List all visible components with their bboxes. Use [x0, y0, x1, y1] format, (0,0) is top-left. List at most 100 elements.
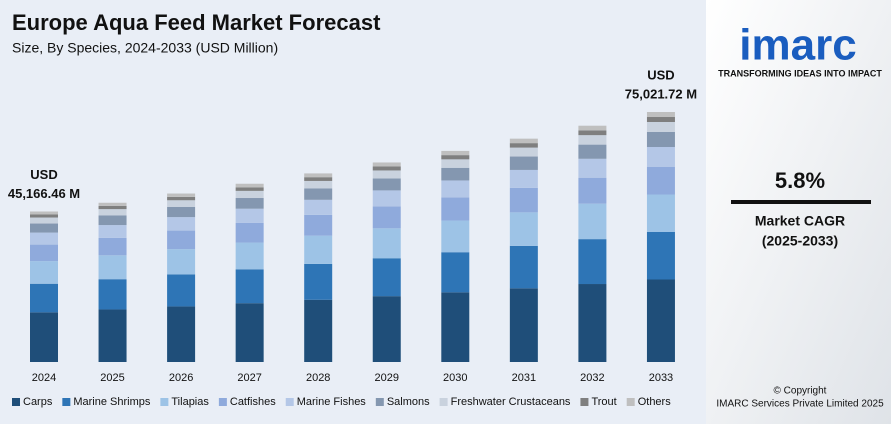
bar-segment	[372, 162, 401, 167]
bar-segment	[235, 183, 264, 188]
x-tick-label: 2032	[580, 372, 604, 384]
x-tick-label: 2026	[169, 372, 193, 384]
legend-swatch	[375, 398, 384, 406]
legend-swatch	[12, 398, 20, 406]
bar-segment	[167, 230, 196, 250]
bar-segment	[30, 217, 58, 224]
bar-segment	[98, 279, 127, 310]
bar-segment	[646, 122, 675, 133]
bar-segment	[646, 167, 675, 195]
bar-segment	[509, 169, 538, 188]
bar-segment	[578, 177, 607, 204]
bar-segment	[167, 217, 196, 231]
bar-segment	[167, 196, 196, 201]
x-tick-label: 2027	[237, 372, 261, 384]
legend-label: Marine Shrimps	[73, 396, 151, 408]
bar-segment	[304, 173, 333, 178]
bar-segment	[304, 177, 333, 181]
bar-segment	[235, 303, 264, 362]
bar-segment	[372, 228, 401, 259]
bar-segment	[509, 288, 538, 362]
cagr-rule	[731, 200, 871, 204]
bar-segment	[167, 306, 196, 362]
legend-label: Trout	[591, 396, 616, 408]
bar-segment	[372, 170, 401, 179]
bar-segment	[30, 283, 58, 313]
bar-segment	[30, 261, 58, 284]
bar-segment	[30, 211, 58, 215]
bar-segment	[167, 249, 196, 275]
legend-swatch	[62, 398, 71, 406]
bar-segment	[235, 190, 264, 199]
copyright: © Copyright	[774, 386, 827, 397]
bar-segment	[646, 117, 675, 123]
bar-segment	[646, 279, 675, 362]
company: IMARC Services Private Limited 2025	[716, 399, 884, 410]
bar-segment	[441, 180, 470, 198]
bar-segment	[372, 190, 401, 207]
bar-segment	[30, 232, 58, 245]
bar-segment	[235, 242, 264, 270]
bar-segment	[441, 150, 470, 156]
bar-segment	[30, 214, 58, 218]
bar-segment	[98, 205, 127, 210]
chart-subtitle: Size, By Species, 2024-2033 (USD Million…	[12, 40, 278, 56]
total-label: 75,021.72 M	[625, 86, 697, 101]
bar-segment	[646, 232, 675, 280]
cagr-period: (2025-2033)	[762, 233, 838, 249]
bar-segment	[304, 188, 333, 200]
x-tick-label: 2024	[32, 372, 56, 384]
bar-segment	[98, 237, 127, 256]
bar-segment	[646, 194, 675, 233]
x-tick-label: 2025	[100, 372, 124, 384]
bar-segment	[304, 180, 333, 189]
bar-segment	[372, 296, 401, 362]
bar-segment	[304, 214, 333, 236]
bar-segment	[98, 309, 127, 362]
legend-label: Catfishes	[230, 396, 276, 408]
legend-swatch	[218, 398, 227, 406]
x-tick-label: 2028	[306, 372, 330, 384]
bar-segment	[509, 156, 538, 170]
bar-segment	[441, 197, 470, 221]
legend-label: Carps	[23, 396, 53, 408]
bar-segment	[578, 135, 607, 145]
legend-swatch	[626, 398, 635, 406]
bar-segment	[235, 198, 264, 209]
legend-label: Marine Fishes	[297, 396, 367, 408]
bar-segment	[578, 239, 607, 285]
x-tick-label: 2033	[649, 372, 673, 384]
bar-segment	[167, 193, 196, 197]
bar-segment	[578, 284, 607, 362]
bar-segment	[167, 207, 196, 218]
bar-segment	[509, 138, 538, 144]
bar-segment	[372, 166, 401, 171]
bar-segment	[372, 258, 401, 297]
total-label: USD	[30, 167, 57, 182]
bar-segment	[167, 200, 196, 208]
bar-segment	[235, 187, 264, 191]
bar-segment	[509, 147, 538, 157]
legend-label: Freshwater Crustaceans	[451, 396, 571, 408]
tagline: TRANSFORMING IDEAS INTO IMPACT	[718, 68, 882, 78]
legend-swatch	[439, 398, 448, 406]
bar-segment	[372, 206, 401, 229]
chart-title: Europe Aqua Feed Market Forecast	[12, 10, 381, 35]
sidebar-background	[706, 0, 891, 424]
total-label: 45,166.46 M	[8, 186, 80, 201]
legend-label: Salmons	[387, 396, 430, 408]
x-tick-label: 2031	[512, 372, 536, 384]
bar-segment	[98, 209, 127, 216]
bar-segment	[304, 263, 333, 300]
bar-segment	[509, 143, 538, 148]
x-tick-label: 2029	[375, 372, 399, 384]
bar-segment	[578, 158, 607, 178]
cagr-value: 5.8%	[775, 168, 825, 193]
bar-segment	[578, 130, 607, 136]
bar-segment	[441, 292, 470, 362]
legend-label: Others	[638, 396, 672, 408]
bar-segment	[30, 223, 58, 233]
bar-segment	[304, 299, 333, 362]
bar-segment	[167, 274, 196, 307]
